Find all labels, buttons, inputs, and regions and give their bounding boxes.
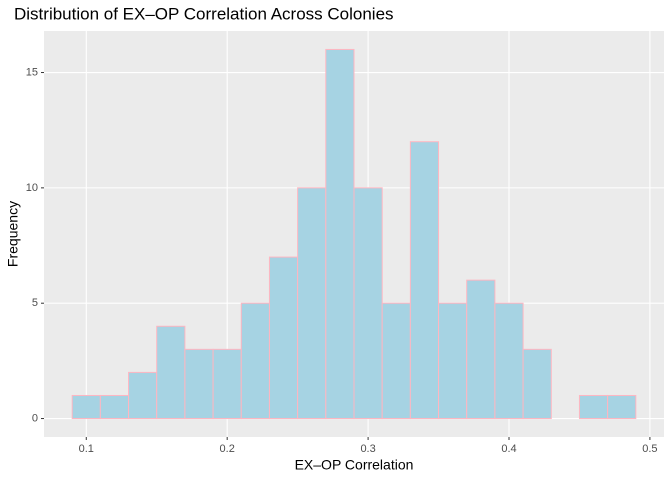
x-tick-label: 0.4	[501, 443, 516, 455]
y-axis-title: Frequency	[5, 201, 21, 267]
bar	[494, 302, 524, 420]
chart-title: Distribution of EX–OP Correlation Across…	[14, 4, 394, 23]
x-axis-title: EX–OP Correlation	[295, 457, 414, 473]
bar	[268, 256, 299, 420]
y-tick-label: 0	[32, 412, 38, 424]
bar	[297, 187, 327, 420]
bar	[212, 348, 242, 420]
bar	[240, 302, 270, 420]
y-tick-label: 5	[32, 297, 38, 309]
x-tick-label: 0.5	[642, 443, 657, 455]
bar	[156, 325, 186, 420]
bar	[353, 187, 383, 420]
bar	[409, 141, 440, 420]
bar	[71, 394, 101, 420]
bar	[184, 348, 214, 420]
x-tick-label: 0.1	[79, 443, 94, 455]
x-tick-label: 0.3	[360, 443, 375, 455]
y-tick-label: 15	[26, 66, 38, 78]
x-tick-label: 0.2	[220, 443, 235, 455]
bar	[578, 394, 609, 420]
bar	[607, 394, 637, 420]
bar	[99, 394, 130, 420]
bar	[522, 348, 552, 420]
bar	[438, 302, 468, 420]
bar	[466, 279, 496, 420]
bar	[128, 371, 158, 420]
y-tick-label: 10	[26, 182, 38, 194]
bar	[325, 48, 355, 420]
bar	[381, 302, 411, 420]
